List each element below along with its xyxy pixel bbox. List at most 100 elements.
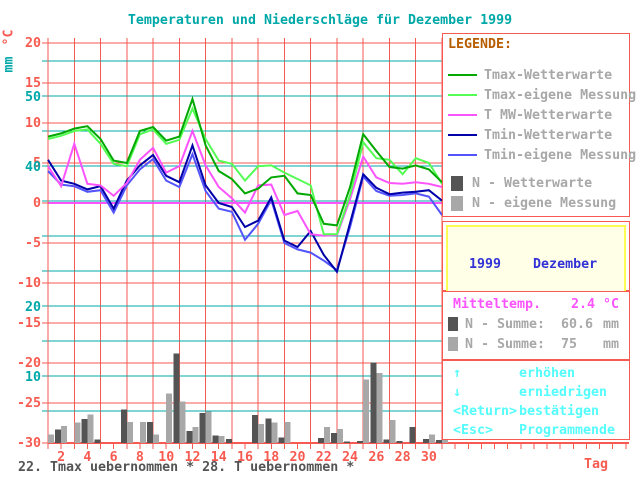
year-value[interactable]: 1999 (469, 257, 502, 272)
status-bar: 22. Tmax uebernommen * 28. T uebernommen… (18, 460, 355, 475)
legend-item: N - Wetterwarte (443, 173, 629, 193)
day-axis-tick: 6 (110, 450, 118, 465)
temp-axis-tick: 15 (25, 76, 41, 91)
stats-panel: Mitteltemp. 2.4 °C N - Summe: 60.6 mm N - … (442, 291, 630, 360)
n-sum-wetterwarte-value: 60.6 (561, 316, 594, 332)
precip-bar-wetterwarte (357, 440, 364, 443)
precip-bar-eigene (192, 426, 199, 443)
key-action: bestätigen (519, 404, 600, 419)
key-hint-row: ↑ erhöhen (443, 364, 629, 383)
legend-item-label: N - Wetterwarte (472, 175, 593, 191)
legend-item: Tmin-eigene Messung (443, 145, 636, 165)
temp-axis-tick: -15 (17, 316, 41, 331)
key-hint-row: <Return> bestätigen (443, 402, 629, 421)
day-axis-tick: 28 (395, 450, 411, 465)
date-selector-box[interactable]: 1999 Dezember (442, 221, 630, 317)
legend-item-label: Tmin-Wetterwarte (484, 127, 613, 143)
legend-bar-items: N - Wetterwarte N - eigene Messung (443, 173, 629, 213)
precip-bar-eigene (284, 422, 291, 443)
temp-axis-tick: 0 (33, 196, 41, 211)
precip-bar-eigene (376, 373, 383, 443)
page-title: Temperaturen und Niederschläge für Dezem… (127, 13, 513, 28)
month-value[interactable]: Dezember (533, 257, 598, 272)
precip-bar-eigene (205, 411, 212, 443)
day-axis-tick: 26 (368, 450, 384, 465)
mm-axis-tick: 40 (25, 160, 41, 175)
precip-bar-eigene (336, 429, 343, 443)
legend-line-swatch (448, 94, 477, 96)
precip-bar-eigene (61, 426, 68, 443)
precip-bar-wetterwarte (422, 438, 429, 443)
mm-axis-tick: 50 (25, 90, 41, 105)
temp-line (47, 142, 443, 274)
precip-bar-wetterwarte (265, 418, 272, 443)
precip-bar-eigene (179, 401, 186, 443)
day-axis-tick: 4 (83, 450, 91, 465)
key-name: ↑ (453, 366, 462, 381)
precip-bar-eigene (218, 436, 225, 443)
precip-bar-wetterwarte (55, 429, 62, 443)
n-wetterwarte-swatch (448, 317, 458, 331)
day-axis-tick: 14 (211, 450, 227, 465)
precip-bar-wetterwarte (409, 426, 416, 443)
precip-bar-wetterwarte (120, 409, 127, 443)
precip-bar-wetterwarte (383, 439, 390, 443)
precip-bar-wetterwarte (278, 437, 285, 443)
mean-temp-row: Mitteltemp. 2.4 °C (443, 294, 629, 314)
legend-item: T MW-Wetterwarte (443, 105, 629, 125)
legend-item: Tmax-Wetterwarte (443, 65, 629, 85)
key-name: <Esc> (453, 423, 494, 438)
n-eigene-swatch (448, 337, 458, 351)
day-axis-tick: 12 (184, 450, 200, 465)
precip-bar-wetterwarte (252, 415, 259, 443)
mm-unit-label: mm (1, 56, 17, 73)
x-axis-title: Tag (584, 457, 609, 472)
precip-bar-wetterwarte (225, 438, 232, 443)
precip-bar-eigene (323, 426, 330, 443)
precip-bar-wetterwarte (317, 438, 324, 443)
legend-item: Tmax-eigene Messung (443, 85, 636, 105)
day-axis-tick: 18 (263, 450, 279, 465)
key-hints-panel: ↑ erhöhen ↓ erniedrigen <Return> bestätigen <E… (442, 360, 630, 440)
n-sum-eigene-value: 75 (561, 336, 578, 352)
precip-bar-eigene (48, 434, 54, 443)
precip-bar-eigene (74, 422, 81, 443)
key-action: erniedrigen (519, 385, 608, 400)
precip-bar-wetterwarte (147, 422, 154, 443)
mean-temp-label: Mitteltemp. (453, 296, 542, 312)
temp-axis-tick: 20 (25, 36, 41, 51)
legend-square-swatch (451, 175, 463, 191)
day-axis-tick: 22 (316, 450, 332, 465)
precip-bar-eigene (126, 422, 133, 443)
precip-bar-wetterwarte (199, 412, 206, 443)
temp-line (47, 128, 443, 237)
n-sum-label: N - Summe: (465, 316, 546, 332)
temp-unit-label: °C (1, 29, 17, 46)
legend-item-label: Tmax-Wetterwarte (484, 67, 613, 83)
precip-bar-wetterwarte (81, 419, 88, 443)
precip-bar-eigene (363, 379, 370, 443)
key-action: erhöhen (519, 366, 576, 381)
legend-line-items: Tmax-Wetterwarte Tmax-eigene Messung T MW-… (443, 65, 636, 165)
legend-item: N - eigene Messung (443, 193, 629, 213)
precip-bar-eigene (442, 438, 448, 443)
key-name: <Return> (453, 404, 518, 419)
temp-axis-tick: -25 (17, 396, 41, 411)
temp-axis-tick: -30 (17, 436, 41, 451)
precip-bar-wetterwarte (212, 435, 219, 443)
n-sum-unit2: mm (603, 336, 620, 352)
precip-bar-eigene (87, 414, 94, 443)
legend-item: Tmin-Wetterwarte (443, 125, 629, 145)
key-hint-row: ↓ erniedrigen (443, 383, 629, 402)
legend-line-swatch (448, 74, 477, 76)
precip-bar-wetterwarte (94, 439, 101, 443)
temp-line (47, 106, 443, 236)
legend-square-swatch (451, 195, 463, 211)
legend-item-label: Tmin-eigene Messung (484, 147, 637, 163)
n-sum-unit: mm (603, 316, 620, 332)
precip-bar-eigene (389, 419, 396, 443)
n-sum-wetterwarte-row: N - Summe: 60.6 mm (443, 314, 629, 334)
precip-bar-wetterwarte (173, 353, 180, 443)
